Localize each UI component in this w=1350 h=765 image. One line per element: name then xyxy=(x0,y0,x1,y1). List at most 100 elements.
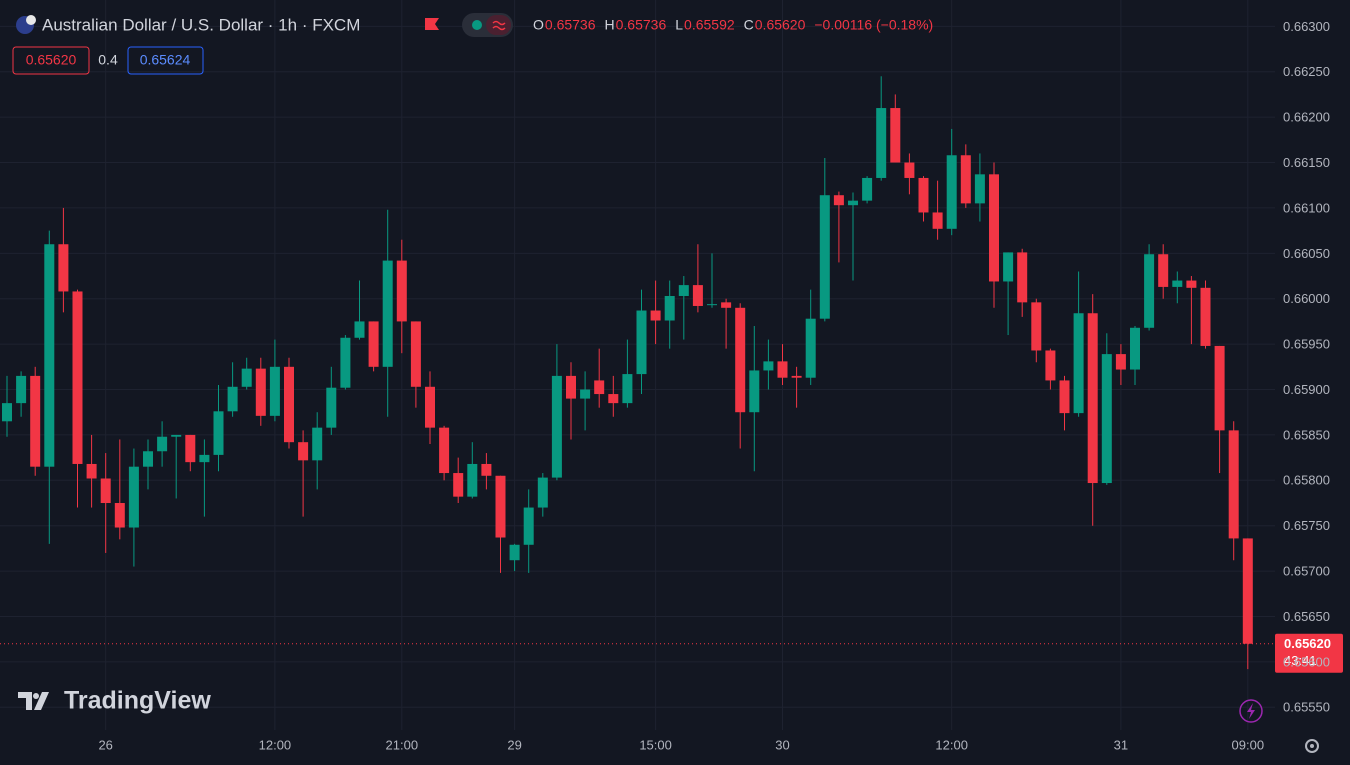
candle-body xyxy=(551,375,562,478)
y-tick-label: 0.65550 xyxy=(1283,700,1330,715)
candle-body xyxy=(721,302,732,308)
candle-body xyxy=(805,318,816,378)
candle-body xyxy=(848,200,858,206)
candle-body xyxy=(580,389,591,399)
candle-body xyxy=(622,374,633,404)
ask-price: 0.65624 xyxy=(140,52,191,68)
candle-body xyxy=(650,310,661,321)
x-tick-label: 15:00 xyxy=(639,737,672,752)
candle-body xyxy=(44,244,55,467)
ohlc-key: H xyxy=(605,17,615,33)
candle-body xyxy=(989,174,999,282)
candle-body xyxy=(255,368,266,416)
candle-body xyxy=(269,366,280,416)
candle-body xyxy=(749,370,760,413)
candle-body xyxy=(185,434,196,463)
candle-body xyxy=(1101,354,1112,484)
y-tick-label: 0.66200 xyxy=(1283,110,1330,125)
y-tick-label: 0.65950 xyxy=(1283,337,1330,352)
ohlc-key: L xyxy=(675,17,683,33)
candle-body xyxy=(1172,280,1183,287)
x-tick-label: 31 xyxy=(1114,737,1128,752)
candle-body xyxy=(1158,254,1169,287)
candle-body xyxy=(439,427,450,474)
candle-body xyxy=(707,304,717,306)
x-tick-label: 26 xyxy=(98,737,112,752)
y-tick-label: 0.65850 xyxy=(1283,427,1330,442)
candle-body xyxy=(636,310,647,375)
candle-body xyxy=(974,174,985,204)
ohlc-value: 0.65620 xyxy=(755,17,806,33)
candle-body xyxy=(946,155,957,229)
candle-body xyxy=(312,427,323,461)
candle-body xyxy=(213,411,224,455)
candle-body xyxy=(904,162,915,178)
candle-body xyxy=(284,366,294,443)
candle-body xyxy=(1130,327,1140,370)
candle-body xyxy=(396,260,407,322)
settings-icon-center xyxy=(1310,744,1314,748)
candle-body xyxy=(791,375,802,378)
x-tick-label: 21:00 xyxy=(386,737,419,752)
logo-icon xyxy=(33,693,39,699)
y-tick-label: 0.66300 xyxy=(1283,19,1330,34)
candle-body xyxy=(410,321,421,387)
candle-body xyxy=(1242,538,1253,644)
candle-body xyxy=(833,195,844,206)
candle-body xyxy=(114,503,125,528)
candle-body xyxy=(199,454,210,463)
flag-icon[interactable] xyxy=(425,18,439,30)
candle-body xyxy=(326,387,337,428)
settings-icon[interactable] xyxy=(1305,739,1319,753)
bid-box[interactable] xyxy=(12,46,90,75)
y-tick-label: 0.66150 xyxy=(1283,155,1330,170)
candle-body xyxy=(509,544,520,561)
y-tick-label: 0.65600 xyxy=(1283,654,1330,669)
ohlc-legend: O 0.65736 H 0.65736 L 0.65592 C 0.65620 −0.00116… xyxy=(533,17,933,33)
candle-body xyxy=(918,177,929,213)
ohlc-key: C xyxy=(744,17,754,33)
ask-box[interactable] xyxy=(127,46,204,75)
logo-icon xyxy=(18,692,49,710)
y-tick-label: 0.65800 xyxy=(1283,473,1330,488)
candle-body xyxy=(1144,254,1155,328)
y-tick-label: 0.66000 xyxy=(1283,291,1330,306)
alert-icon-glyph xyxy=(1247,703,1255,719)
candle-body xyxy=(453,473,464,497)
candle-body xyxy=(523,507,534,545)
candles xyxy=(2,76,1253,670)
candle-body xyxy=(72,291,83,464)
candle-body xyxy=(128,466,139,528)
y-tick-label: 0.66050 xyxy=(1283,246,1330,261)
candle-body xyxy=(340,337,351,388)
y-tick-label: 0.65700 xyxy=(1283,564,1330,579)
y-tick-label: 0.65900 xyxy=(1283,382,1330,397)
candle-body xyxy=(890,108,901,163)
candle-body xyxy=(86,463,97,479)
x-tick-label: 30 xyxy=(775,737,789,752)
alert-icon[interactable] xyxy=(1239,699,1263,723)
overlay: 0.65620 43:41 xyxy=(0,633,1343,673)
candle-body xyxy=(382,260,393,367)
candle-body xyxy=(467,463,478,497)
candle-body xyxy=(594,380,605,395)
candle-body xyxy=(960,155,971,204)
y-tick-label: 0.65650 xyxy=(1283,609,1330,624)
candle-body xyxy=(608,394,619,404)
candle-body xyxy=(1003,252,1014,282)
candle-body xyxy=(819,195,830,319)
chart-title: Australian Dollar / U.S. Dollar · 1h · F… xyxy=(42,15,360,34)
last-price-box xyxy=(1275,633,1343,673)
candle-body xyxy=(1045,350,1056,381)
candle-body xyxy=(171,434,182,437)
candle-body xyxy=(100,478,111,504)
candle-body xyxy=(227,386,238,412)
status-dot xyxy=(472,20,482,30)
candle-body xyxy=(862,177,873,201)
x-tick-label: 29 xyxy=(507,737,521,752)
candle-body xyxy=(143,451,153,467)
candle-body xyxy=(298,442,309,461)
spread: 0.4 xyxy=(98,52,118,68)
